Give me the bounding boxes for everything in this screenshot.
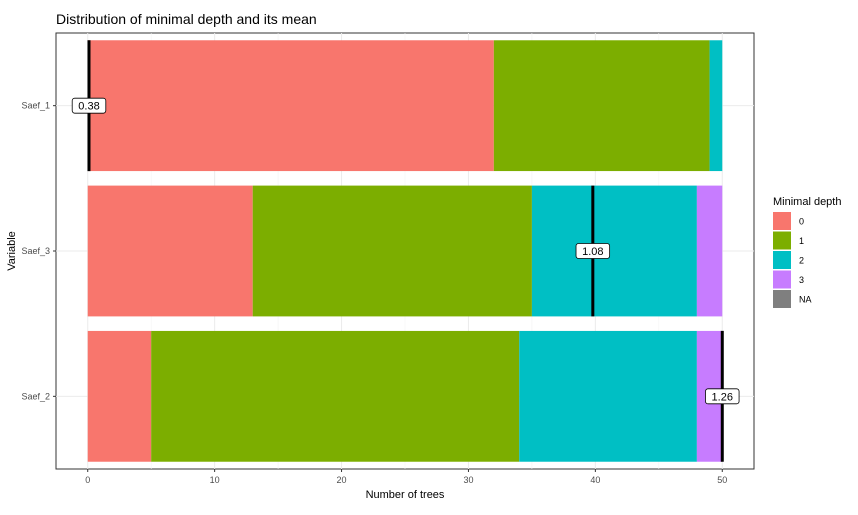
y-tick-label: Saef_3 [21,246,50,256]
legend-label: 1 [799,236,804,246]
bar-segment [87,185,253,317]
legend: Minimal depth 0 1 2 3 NA [773,196,841,308]
bars-group [87,40,723,462]
bar-segment [519,330,697,462]
x-axis-title: Number of trees [366,489,445,501]
bar-segment [252,185,532,317]
bar-segment [87,330,152,462]
bar-segment [151,330,520,462]
legend-label: 3 [799,275,804,285]
x-tick-label: 10 [210,475,220,485]
y-axis-title: Variable [6,231,18,271]
mean-label-box [575,243,611,259]
y-axis: Saef_1 Saef_3 Saef_2 [21,101,56,401]
x-tick-label: 40 [590,475,600,485]
x-tick-label: 30 [463,475,473,485]
bar-segment [709,40,723,172]
x-tick-label: 0 [85,475,90,485]
bar-segment [531,185,697,317]
bar-segment [696,185,723,317]
x-axis: 0 10 20 30 40 50 [85,469,727,485]
legend-label: 0 [799,217,804,227]
legend-swatch [773,231,791,250]
bar-segment [493,40,710,172]
mean-label: 1.08 [582,246,603,258]
legend-swatch [773,212,791,230]
legend-title: Minimal depth [773,196,841,208]
y-tick-label: Saef_2 [21,391,50,401]
mean-label-box [705,388,740,405]
x-tick-label: 50 [717,475,727,485]
mean-label-box [71,97,107,114]
chart-title: Distribution of minimal depth and its me… [56,11,317,27]
legend-swatch [773,270,791,289]
legend-label: NA [799,295,812,305]
mean-markers: 0.38 1.08 1.26 [71,40,740,462]
x-tick-label: 20 [337,475,347,485]
bar-segment [87,40,494,172]
mean-label: 0.38 [78,101,99,113]
y-tick-label: Saef_1 [21,101,50,111]
legend-swatch [773,251,791,269]
legend-swatch [773,290,791,308]
legend-label: 2 [799,256,804,266]
mean-label: 1.26 [712,391,733,403]
